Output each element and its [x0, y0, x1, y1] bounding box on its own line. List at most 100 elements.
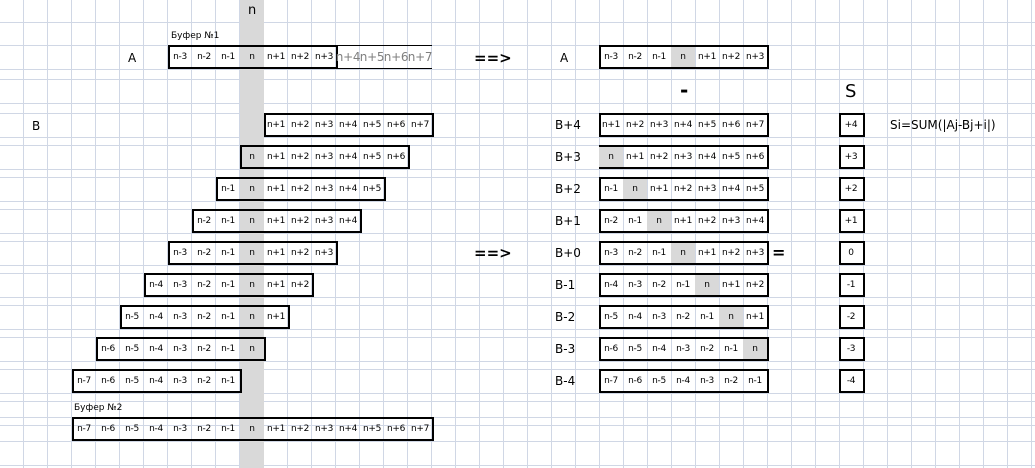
left-b-row: n-3 n-2 n-1 n n+1 n+2 n+3: [168, 241, 338, 265]
cell: n+7: [410, 424, 430, 434]
left-b-row: n+1 n+2 n+3 n+4 n+5 n+6 n+7: [264, 113, 434, 137]
s-value: +4: [844, 120, 858, 130]
cell: n+2: [290, 248, 310, 258]
cell: n+3: [745, 52, 765, 62]
cell: n-5: [125, 312, 139, 322]
cell: n: [249, 52, 255, 62]
cell: n: [249, 248, 255, 258]
cell: n-2: [628, 52, 642, 62]
cell: n+1: [673, 216, 693, 226]
cell: n-6: [628, 376, 642, 386]
right-row-label: B+3: [555, 150, 581, 164]
cell: n+2: [290, 152, 310, 162]
formula: Si=SUM(|Aj-Bj+i|): [890, 118, 996, 132]
cell: n: [249, 280, 255, 290]
row-gridline: [0, 69, 1035, 70]
cell: n+5: [362, 424, 382, 434]
cell: n+4: [338, 424, 358, 434]
right-row-label: B-4: [555, 374, 576, 388]
cell: n-5: [125, 376, 139, 386]
cell: n+1: [266, 216, 286, 226]
cell: n-3: [173, 424, 187, 434]
cell: n-2: [652, 280, 666, 290]
row-gridline: [0, 169, 1035, 170]
s-value-box: -4: [839, 369, 865, 393]
cell: n+5: [745, 184, 765, 194]
cell: n+1: [266, 120, 286, 130]
cell: n+1: [745, 312, 765, 322]
cell: n-3: [173, 280, 187, 290]
row-gridline: [0, 201, 1035, 202]
cell: n+2: [290, 216, 310, 226]
cell: n+2: [290, 280, 310, 290]
right-b-row: n-6 n-5 n-4 n-3 n-2 n-1 n: [599, 337, 769, 361]
cell: n-1: [221, 424, 235, 434]
left-a-label: A: [128, 51, 137, 65]
cell: n: [743, 339, 767, 359]
cell: n+6: [386, 152, 406, 162]
cell: n-1: [652, 52, 666, 62]
cell: n+7: [745, 120, 765, 130]
s-value: +3: [844, 152, 858, 162]
s-value-box: -1: [839, 273, 865, 297]
cell: n+1: [266, 312, 286, 322]
row-gridline: [0, 329, 1035, 330]
cell: n+3: [314, 152, 334, 162]
cell: n+3: [673, 152, 693, 162]
cell: n+5: [359, 50, 385, 64]
row-gridline: [0, 233, 1035, 234]
cell: n-3: [173, 312, 187, 322]
cell: n+2: [290, 424, 310, 434]
s-value-box: +1: [839, 209, 865, 233]
minus-sign: -: [680, 78, 689, 102]
row-gridline: [0, 393, 1035, 394]
cell: n+4: [697, 152, 717, 162]
cell: n: [249, 216, 255, 226]
cell: n: [647, 211, 671, 231]
right-b-row: n-2 n-1 n n+1 n+2 n+3 n+4: [599, 209, 769, 233]
cell: n-5: [125, 344, 139, 354]
cell: n+2: [290, 184, 310, 194]
cell: n+5: [697, 120, 717, 130]
cell: n+6: [383, 50, 409, 64]
cell: n: [249, 312, 255, 322]
row-gridline: [0, 241, 1035, 242]
row-gridline: [0, 145, 1035, 146]
cell: n+3: [314, 248, 334, 258]
cell: n+3: [314, 424, 334, 434]
cell: n+1: [625, 152, 645, 162]
row-gridline: [0, 103, 1035, 104]
highlighted-column-n: [240, 0, 264, 468]
s-value-box: +2: [839, 177, 865, 201]
cell: n: [249, 424, 255, 434]
buffer2-label: Буфер №2: [74, 403, 123, 413]
s-value-box: -3: [839, 337, 865, 361]
cell: n-4: [149, 280, 163, 290]
right-a-buffer: n-3 n-2 n-1 n n+1 n+2 n+3: [599, 45, 769, 69]
cell: n-7: [77, 376, 91, 386]
cell: n-3: [676, 344, 690, 354]
cell: n+2: [290, 52, 310, 62]
cell: n+5: [362, 120, 382, 130]
cell: n-1: [604, 184, 618, 194]
cell: n-7: [77, 424, 91, 434]
cell: n+3: [649, 120, 669, 130]
right-row-label: B+4: [555, 118, 581, 132]
left-b-row: n-4 n-3 n-2 n-1 n n+1 n+2: [144, 273, 314, 297]
cell: n+4: [338, 184, 358, 194]
cell: n+1: [266, 152, 286, 162]
cell: n-2: [700, 344, 714, 354]
right-b-row: n n+1 n+2 n+3 n+4 n+5 n+6: [599, 145, 769, 169]
right-b-row: n-1 n n+1 n+2 n+3 n+4 n+5: [599, 177, 769, 201]
cell: n-6: [101, 344, 115, 354]
cell: n+2: [625, 120, 645, 130]
cell: n+6: [386, 424, 406, 434]
cell: n+3: [314, 184, 334, 194]
left-b-row: n n+1 n+2 n+3 n+4 n+5 n+6: [240, 145, 410, 169]
row-gridline: [0, 369, 1035, 370]
equals-sign: =: [772, 243, 786, 262]
cell: n-1: [221, 216, 235, 226]
row-gridline: [0, 337, 1035, 338]
s-value-box: -2: [839, 305, 865, 329]
cell: n+3: [697, 184, 717, 194]
